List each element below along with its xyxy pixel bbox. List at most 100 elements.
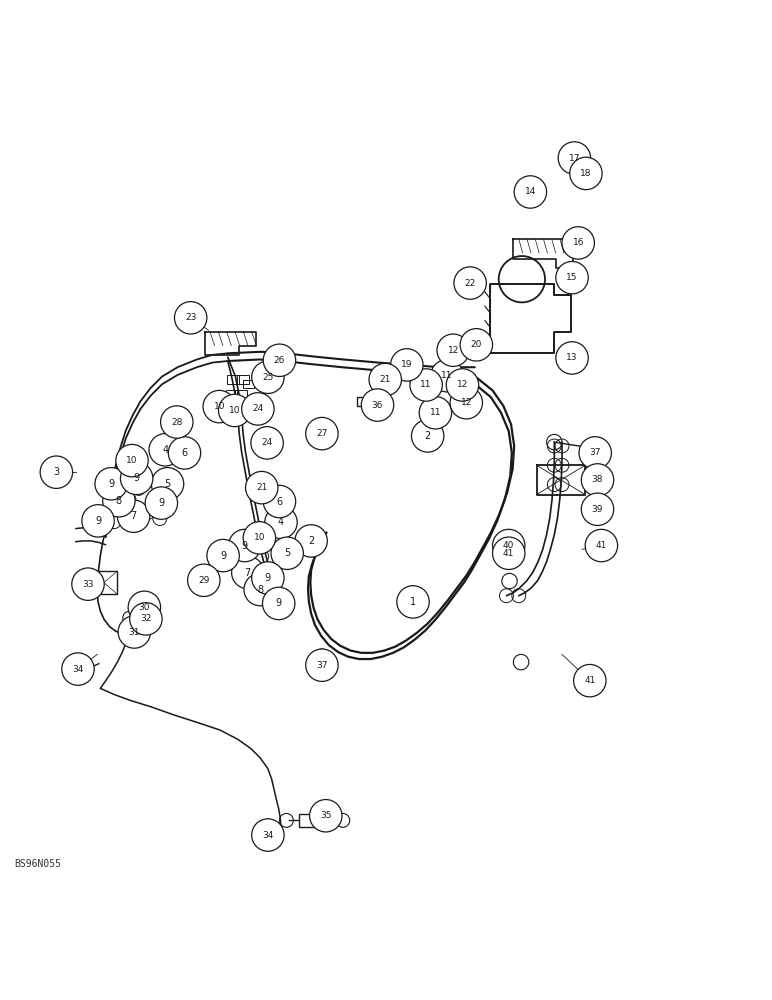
Bar — [225, 390, 237, 398]
Text: 1: 1 — [410, 597, 416, 607]
Bar — [227, 375, 239, 384]
Circle shape — [252, 562, 284, 594]
Text: 30: 30 — [139, 603, 150, 612]
Text: 15: 15 — [567, 273, 577, 282]
Text: 4: 4 — [278, 517, 284, 527]
Text: 10: 10 — [229, 406, 240, 415]
Bar — [232, 397, 244, 405]
Circle shape — [581, 493, 614, 525]
Circle shape — [579, 437, 611, 469]
Circle shape — [306, 649, 338, 681]
Text: 9: 9 — [276, 598, 282, 608]
Circle shape — [397, 586, 429, 618]
Bar — [237, 375, 249, 384]
Circle shape — [493, 529, 525, 562]
Circle shape — [574, 664, 606, 697]
Circle shape — [130, 603, 162, 635]
Bar — [222, 397, 233, 405]
Text: 18: 18 — [581, 169, 591, 178]
Circle shape — [581, 464, 614, 496]
Text: 25: 25 — [262, 373, 273, 382]
Text: 11: 11 — [442, 371, 452, 380]
Text: 12: 12 — [457, 380, 468, 389]
Circle shape — [188, 564, 220, 596]
Circle shape — [72, 568, 104, 600]
Circle shape — [556, 261, 588, 294]
Circle shape — [419, 397, 452, 429]
Text: 41: 41 — [596, 541, 607, 550]
Bar — [299, 814, 330, 827]
Text: 19: 19 — [401, 360, 412, 369]
Bar — [242, 380, 254, 388]
Circle shape — [295, 525, 327, 557]
Text: 37: 37 — [590, 448, 601, 457]
Bar — [399, 361, 416, 370]
Circle shape — [454, 267, 486, 299]
Circle shape — [585, 529, 618, 562]
Text: 3: 3 — [53, 467, 59, 477]
Circle shape — [244, 573, 276, 606]
Circle shape — [242, 393, 274, 425]
Text: 6: 6 — [181, 448, 188, 458]
Circle shape — [431, 359, 463, 392]
Text: 9: 9 — [108, 479, 114, 489]
Circle shape — [218, 394, 251, 427]
Text: 9: 9 — [265, 573, 271, 583]
Circle shape — [161, 406, 193, 438]
Circle shape — [460, 329, 493, 361]
Text: 5: 5 — [284, 548, 290, 558]
Text: 11: 11 — [430, 408, 441, 417]
Text: 2: 2 — [425, 431, 431, 441]
Circle shape — [151, 468, 184, 500]
Text: 33: 33 — [83, 580, 93, 589]
Text: 34: 34 — [262, 831, 273, 840]
Text: 11: 11 — [421, 380, 432, 389]
Text: 9: 9 — [158, 498, 164, 508]
Circle shape — [437, 334, 469, 366]
Text: 2: 2 — [308, 536, 314, 546]
Text: 34: 34 — [73, 665, 83, 674]
Text: 14: 14 — [525, 187, 536, 196]
Text: 36: 36 — [372, 401, 383, 410]
Circle shape — [243, 522, 276, 554]
Text: 7: 7 — [130, 511, 137, 521]
Bar — [71, 670, 83, 678]
Circle shape — [118, 616, 151, 648]
Circle shape — [116, 444, 148, 477]
Circle shape — [62, 653, 94, 685]
Circle shape — [120, 462, 153, 495]
Circle shape — [149, 434, 181, 466]
Text: 26: 26 — [274, 356, 285, 365]
Circle shape — [232, 556, 264, 589]
Text: 31: 31 — [129, 628, 140, 637]
Circle shape — [263, 485, 296, 518]
Text: 38: 38 — [592, 475, 603, 484]
Text: 7: 7 — [245, 568, 251, 578]
Text: 9: 9 — [134, 473, 140, 483]
Circle shape — [245, 471, 278, 504]
Text: 24: 24 — [262, 438, 273, 447]
Text: 10: 10 — [214, 402, 225, 411]
Text: 17: 17 — [569, 154, 580, 163]
Text: 41: 41 — [503, 549, 514, 558]
Text: 9: 9 — [242, 541, 248, 551]
Circle shape — [558, 142, 591, 174]
Text: 29: 29 — [198, 576, 209, 585]
Text: 8: 8 — [257, 585, 263, 595]
Circle shape — [229, 529, 261, 562]
Circle shape — [203, 390, 235, 423]
Text: 27: 27 — [317, 429, 327, 438]
Circle shape — [265, 506, 297, 539]
Circle shape — [207, 539, 239, 572]
Text: 22: 22 — [465, 279, 476, 288]
Text: BS96N055: BS96N055 — [14, 859, 61, 869]
Circle shape — [262, 587, 295, 620]
Circle shape — [411, 420, 444, 452]
Circle shape — [103, 485, 135, 517]
Circle shape — [252, 819, 284, 851]
Text: 23: 23 — [185, 313, 196, 322]
Text: 32: 32 — [141, 614, 151, 623]
Circle shape — [369, 363, 401, 396]
Circle shape — [128, 591, 161, 624]
Text: 8: 8 — [116, 496, 122, 506]
